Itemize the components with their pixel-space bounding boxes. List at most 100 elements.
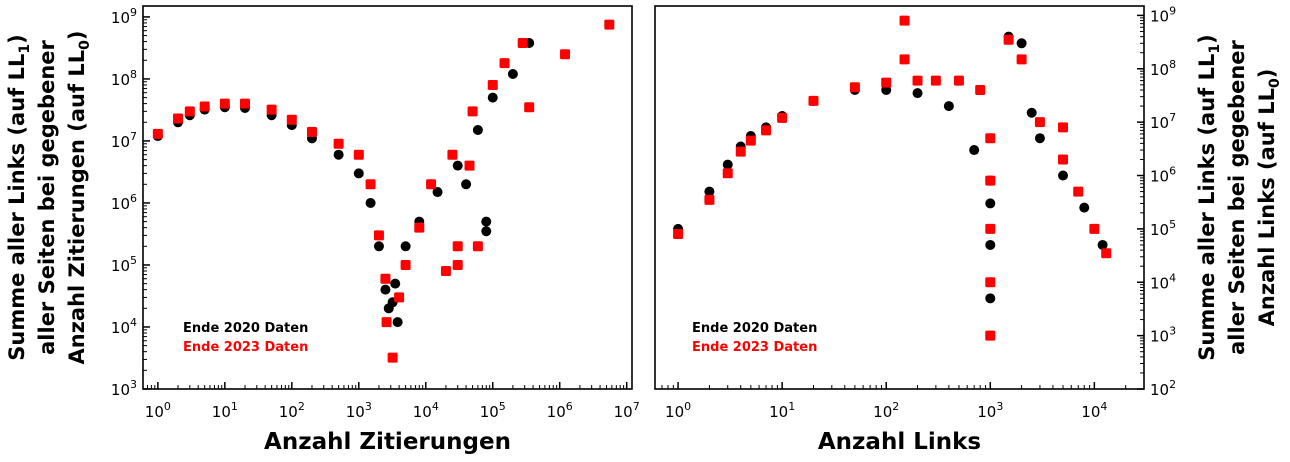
data-point [507, 69, 518, 80]
data-point [365, 179, 376, 190]
x-tick-label: 102 [279, 400, 305, 421]
data-point [487, 92, 498, 103]
data-point [985, 175, 996, 186]
x-tick-label: 101 [212, 400, 238, 421]
data-point [985, 293, 996, 304]
y-tick-label: 108 [111, 68, 137, 89]
data-point [722, 159, 733, 170]
y-tick-label: 102 [1150, 378, 1176, 399]
data-point [387, 352, 398, 363]
data-point [392, 317, 403, 328]
data-point [353, 149, 364, 160]
data-point [400, 259, 411, 270]
data-point [219, 98, 230, 109]
data-point [1058, 154, 1069, 165]
x-axis-title: Anzahl Links [818, 429, 981, 455]
data-point [953, 75, 964, 86]
data-point [472, 241, 483, 252]
data-point [881, 77, 892, 88]
data-point [487, 79, 498, 90]
data-point [985, 133, 996, 144]
data-point [452, 259, 463, 270]
data-point [239, 98, 250, 109]
data-point [975, 85, 986, 96]
y-tick-label: 106 [111, 192, 137, 213]
data-point [1073, 186, 1084, 197]
data-point [777, 112, 788, 123]
y-axis-label-line-3: Anzahl Links (auf LL0) [1255, 69, 1283, 327]
data-point [1016, 54, 1027, 65]
y-tick-label: 105 [111, 254, 137, 275]
legend-entry: Ende 2023 Daten [692, 340, 817, 355]
data-point [604, 19, 615, 30]
x-tick-label: 100 [145, 400, 171, 421]
data-point [1079, 202, 1090, 213]
x-tick-label: 105 [480, 400, 506, 421]
x-axis-title: Anzahl Zitierungen [264, 429, 511, 455]
data-point [499, 58, 510, 69]
data-point [985, 198, 996, 209]
x-tick-label: 106 [547, 400, 573, 421]
data-point [266, 104, 277, 115]
y-tick-label: 107 [111, 130, 137, 151]
series-2023 [152, 19, 615, 363]
data-point [432, 187, 443, 198]
data-point [184, 106, 195, 117]
data-point [704, 186, 715, 197]
plot-frame [654, 5, 1145, 390]
data-point [286, 114, 297, 125]
data-point [985, 223, 996, 234]
data-point [481, 216, 492, 227]
data-point [481, 226, 492, 237]
data-point [745, 135, 756, 146]
y-tick-label: 109 [1150, 4, 1176, 25]
data-point [381, 317, 392, 328]
y-tick-label: 106 [1150, 165, 1176, 186]
data-point [461, 179, 472, 190]
data-point [808, 95, 819, 106]
x-tick-label: 104 [1081, 400, 1107, 421]
x-tick-label: 103 [346, 400, 372, 421]
data-point [333, 138, 344, 149]
data-point [899, 15, 910, 26]
data-point [152, 128, 163, 139]
chart-panel-1: 100 101 102 103 104 105 106 107 103 104 105 106 107 1… [5, 5, 640, 455]
chart-panel-2: 100 101 102 103 104 102 103 104 105 106 107 108 109 A… [654, 4, 1283, 455]
data-point [1097, 239, 1108, 250]
legend-entry: Ende 2020 Daten [692, 321, 817, 336]
data-point [1058, 122, 1069, 133]
data-point [467, 106, 478, 117]
data-point [380, 284, 391, 295]
data-point [414, 222, 425, 233]
data-point [1034, 133, 1045, 144]
data-point [1016, 38, 1027, 49]
series-2020 [152, 37, 535, 328]
x-tick-label: 101 [769, 400, 795, 421]
data-point [1089, 223, 1100, 234]
data-point [394, 292, 405, 303]
y-tick-label: 107 [1150, 111, 1176, 132]
y-tick-label: 104 [111, 316, 137, 337]
data-point [452, 241, 463, 252]
data-point [390, 278, 401, 289]
x-tick-label: 107 [614, 400, 640, 421]
data-point [722, 168, 733, 179]
data-point [1058, 170, 1069, 181]
data-point [985, 330, 996, 341]
data-point [930, 75, 941, 86]
x-tick-label: 100 [665, 400, 691, 421]
y-tick-label: 103 [111, 378, 137, 399]
data-point [969, 145, 980, 156]
data-point [1034, 117, 1045, 128]
data-point [673, 229, 684, 240]
y-axis-label-line-1: Summe aller Links (auf LL1) [5, 34, 33, 360]
y-axis-label-line-3: Anzahl Zitierungen (auf LL0) [65, 30, 93, 364]
y-axis-label-line-2: aller Seiten bei gegebener [1225, 39, 1249, 354]
data-point [899, 54, 910, 65]
data-point [380, 273, 391, 284]
data-point [517, 37, 528, 48]
data-point [985, 239, 996, 250]
x-tick-label: 103 [977, 400, 1003, 421]
